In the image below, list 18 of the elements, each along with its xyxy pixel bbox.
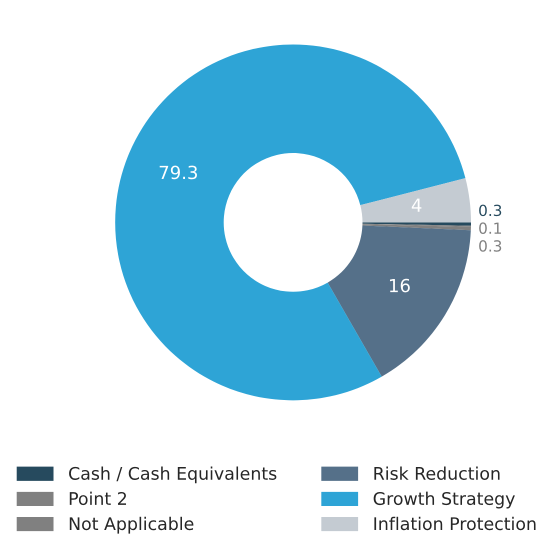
data-label: 0.1 <box>479 222 502 234</box>
data-label: 16 <box>390 278 410 292</box>
legend-label: Point 2 <box>70 492 126 506</box>
donut-slice <box>362 224 471 230</box>
legend-label: Growth Strategy <box>374 492 515 508</box>
donut-slice <box>115 44 466 400</box>
data-label: 0.3 <box>479 204 502 216</box>
donut-slice <box>362 224 471 227</box>
legend-label: Cash / Cash Equivalents <box>69 466 276 484</box>
donut-slice <box>328 225 471 377</box>
legend-label: Not Applicable <box>70 516 194 534</box>
donut-slice <box>362 222 472 226</box>
donut-slice <box>360 178 472 222</box>
data-label: 79.3 <box>160 166 197 180</box>
data-label: 4 <box>412 198 422 212</box>
data-label: 0.3 <box>479 240 502 252</box>
legend-label: Risk Reduction <box>374 466 500 480</box>
legend-label: Inflation Protection <box>374 516 536 530</box>
